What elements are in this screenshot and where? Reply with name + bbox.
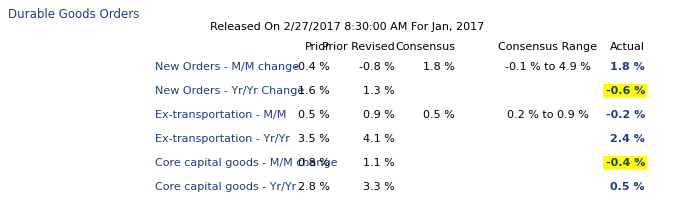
Text: Prior: Prior xyxy=(304,42,330,52)
Text: -0.2 %: -0.2 % xyxy=(606,110,645,120)
Text: 0.5 %: 0.5 % xyxy=(610,182,645,192)
Text: 4.1 %: 4.1 % xyxy=(363,134,395,144)
Text: 2.8 %: 2.8 % xyxy=(298,182,330,192)
Text: 1.1 %: 1.1 % xyxy=(363,158,395,168)
Text: Released On 2/27/2017 8:30:00 AM For Jan, 2017: Released On 2/27/2017 8:30:00 AM For Jan… xyxy=(210,22,484,32)
Text: Consensus Range: Consensus Range xyxy=(498,42,598,52)
Text: -0.1 % to 4.9 %: -0.1 % to 4.9 % xyxy=(505,62,591,72)
Text: 1.3 %: 1.3 % xyxy=(363,86,395,96)
Text: 3.3 %: 3.3 % xyxy=(363,182,395,192)
Text: -0.8 %: -0.8 % xyxy=(359,62,395,72)
Text: Consensus: Consensus xyxy=(395,42,455,52)
Text: Ex-transportation - M/M: Ex-transportation - M/M xyxy=(155,110,286,120)
Text: Ex-transportation - Yr/Yr: Ex-transportation - Yr/Yr xyxy=(155,134,290,144)
Text: -0.4 %: -0.4 % xyxy=(605,158,645,168)
Text: 1.8 %: 1.8 % xyxy=(610,62,645,72)
Text: Core capital goods - M/M change: Core capital goods - M/M change xyxy=(155,158,338,168)
Text: 1.8 %: 1.8 % xyxy=(423,62,455,72)
Text: 0.2 % to 0.9 %: 0.2 % to 0.9 % xyxy=(507,110,589,120)
Text: 3.5 %: 3.5 % xyxy=(298,134,330,144)
Text: 0.9 %: 0.9 % xyxy=(363,110,395,120)
Text: 2.4 %: 2.4 % xyxy=(610,134,645,144)
Text: 0.5 %: 0.5 % xyxy=(423,110,455,120)
Text: New Orders - Yr/Yr Change: New Orders - Yr/Yr Change xyxy=(155,86,304,96)
Text: 0.5 %: 0.5 % xyxy=(298,110,330,120)
Text: Core capital goods - Yr/Yr: Core capital goods - Yr/Yr xyxy=(155,182,296,192)
Text: -0.6 %: -0.6 % xyxy=(605,86,645,96)
Text: Actual: Actual xyxy=(610,42,645,52)
Text: New Orders - M/M change: New Orders - M/M change xyxy=(155,62,299,72)
Text: Durable Goods Orders: Durable Goods Orders xyxy=(8,8,140,21)
Text: 0.8 %: 0.8 % xyxy=(298,158,330,168)
Text: -0.4 %: -0.4 % xyxy=(294,62,330,72)
Text: Prior Revised: Prior Revised xyxy=(322,42,395,52)
Text: 1.6 %: 1.6 % xyxy=(298,86,330,96)
